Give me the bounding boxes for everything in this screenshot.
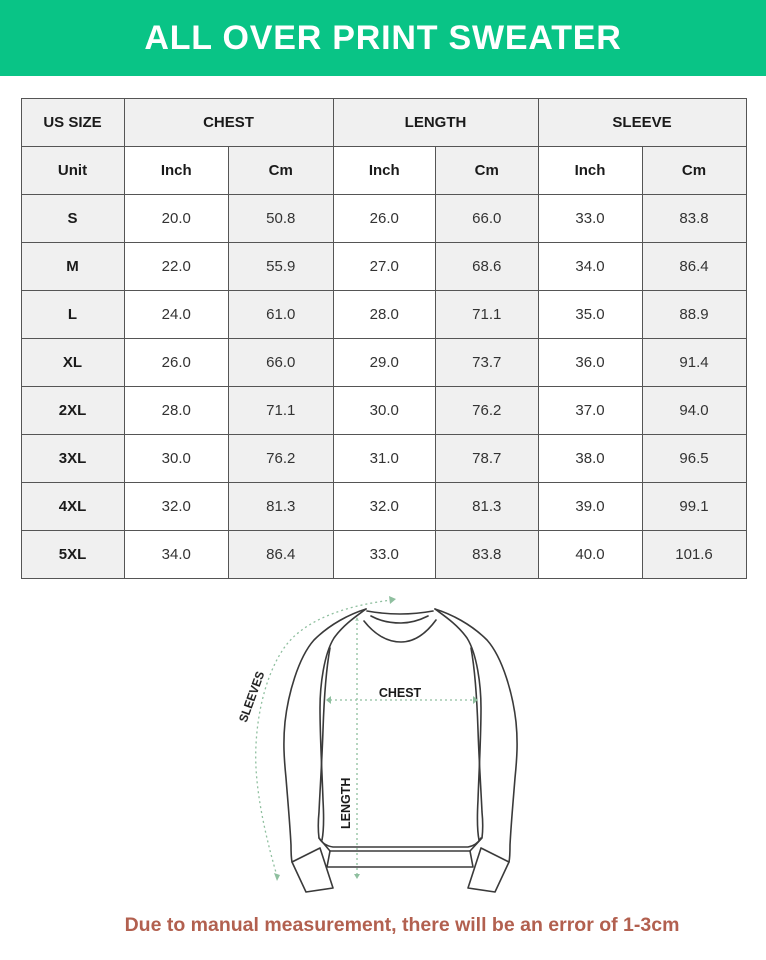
svg-text:CHEST: CHEST bbox=[379, 686, 422, 700]
